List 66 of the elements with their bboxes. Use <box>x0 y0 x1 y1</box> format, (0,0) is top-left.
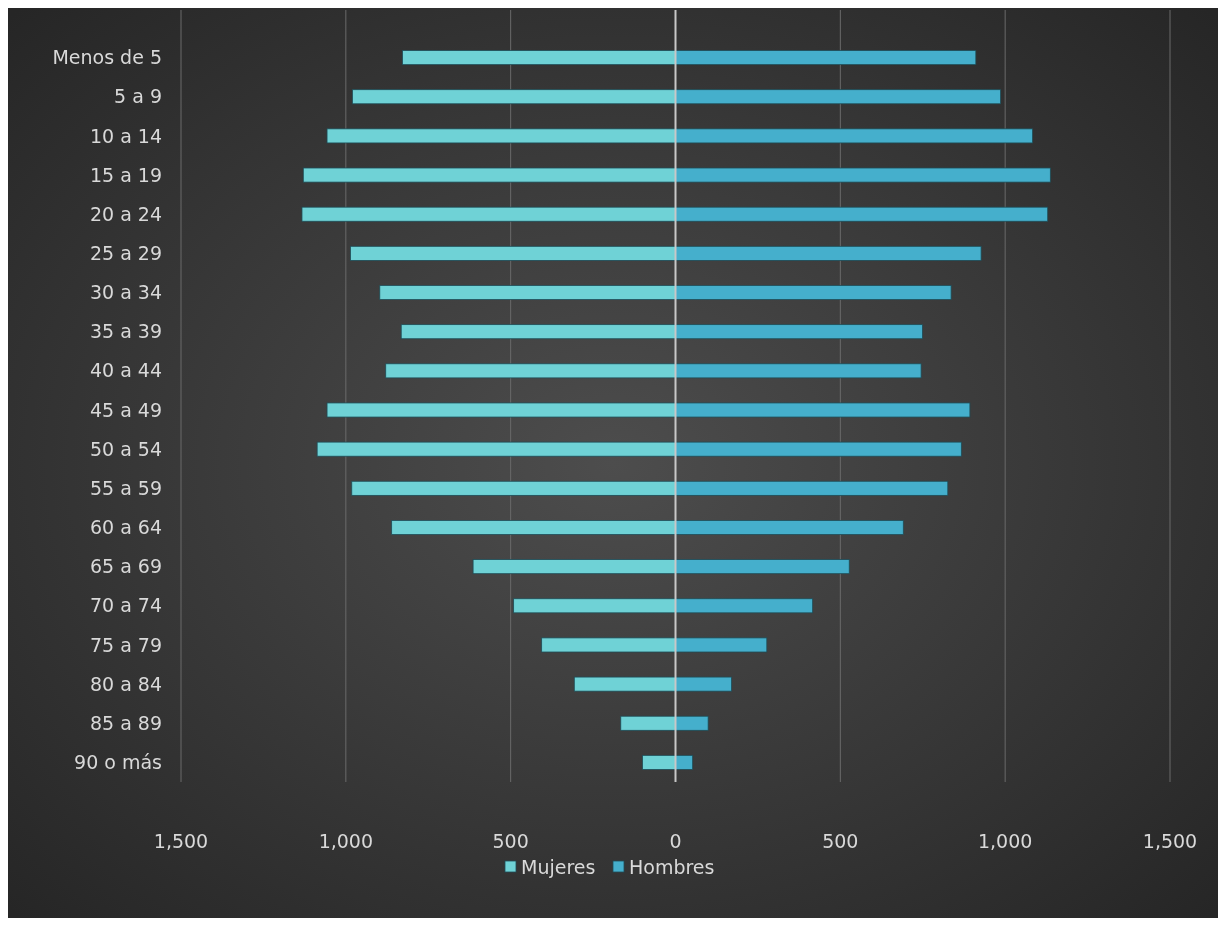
bar <box>675 637 768 653</box>
y-tick-label: 45 a 49 <box>89 398 162 421</box>
y-tick-label: 90 o más <box>74 751 162 774</box>
bar <box>675 480 949 496</box>
bar <box>402 50 676 66</box>
bar <box>326 402 676 418</box>
x-tick-label: 500 <box>822 830 859 852</box>
bar <box>642 754 676 770</box>
x-tick-label: 1,500 <box>1142 830 1198 852</box>
bar <box>350 245 676 261</box>
bar <box>316 441 676 457</box>
x-tick-label: 1,500 <box>153 830 209 852</box>
x-tick-label: 500 <box>492 830 529 852</box>
bar <box>675 285 952 300</box>
bar <box>620 715 676 731</box>
bar <box>301 206 676 222</box>
bar <box>675 206 1049 222</box>
legend-label: Hombres <box>629 855 715 878</box>
bar <box>675 715 709 731</box>
y-tick-label: 80 a 84 <box>89 672 162 695</box>
x-tick-label: 1,000 <box>318 830 374 852</box>
x-tick-label: 1,000 <box>977 830 1033 852</box>
bar <box>675 89 1001 105</box>
y-tick-label: 35 a 39 <box>89 320 162 343</box>
bar <box>385 363 676 379</box>
legend-label: Mujeres <box>521 855 596 878</box>
x-tick-label: 0 <box>669 830 682 852</box>
y-tick-label: 30 a 34 <box>89 281 162 304</box>
y-tick-label: 20 a 24 <box>89 202 162 225</box>
bar <box>675 441 962 457</box>
bar <box>351 480 676 496</box>
y-tick-label: 25 a 29 <box>89 242 162 265</box>
y-tick-label: 15 a 19 <box>89 163 162 186</box>
bar <box>675 245 982 261</box>
y-tick-label: Menos de 5 <box>52 46 162 69</box>
bar <box>675 128 1033 144</box>
bar <box>400 324 676 340</box>
y-tick-label: 40 a 44 <box>89 359 162 382</box>
bar <box>472 559 676 575</box>
bar <box>379 285 676 300</box>
bar <box>573 676 676 692</box>
y-tick-label: 60 a 64 <box>89 516 162 539</box>
bar <box>541 637 676 653</box>
bar <box>326 128 676 144</box>
bar <box>675 754 694 770</box>
bar <box>675 324 923 340</box>
bar <box>675 559 850 575</box>
bar <box>675 676 732 692</box>
y-tick-label: 85 a 89 <box>89 711 162 734</box>
bar <box>675 363 922 379</box>
bar <box>675 50 977 66</box>
y-tick-label: 75 a 79 <box>89 633 162 656</box>
bar <box>391 520 676 535</box>
bar <box>302 167 676 183</box>
bar <box>352 89 676 105</box>
y-tick-label: 50 a 54 <box>89 437 162 460</box>
y-tick-label: 55 a 59 <box>89 476 162 499</box>
y-tick-label: 5 a 9 <box>114 85 162 108</box>
bar <box>513 598 676 614</box>
y-tick-label: 70 a 74 <box>89 594 162 617</box>
bar <box>675 402 971 418</box>
y-tick-label: 65 a 69 <box>89 555 162 578</box>
bar <box>675 598 814 614</box>
bar <box>675 520 904 535</box>
bar <box>675 167 1051 183</box>
y-tick-label: 10 a 14 <box>89 124 162 147</box>
